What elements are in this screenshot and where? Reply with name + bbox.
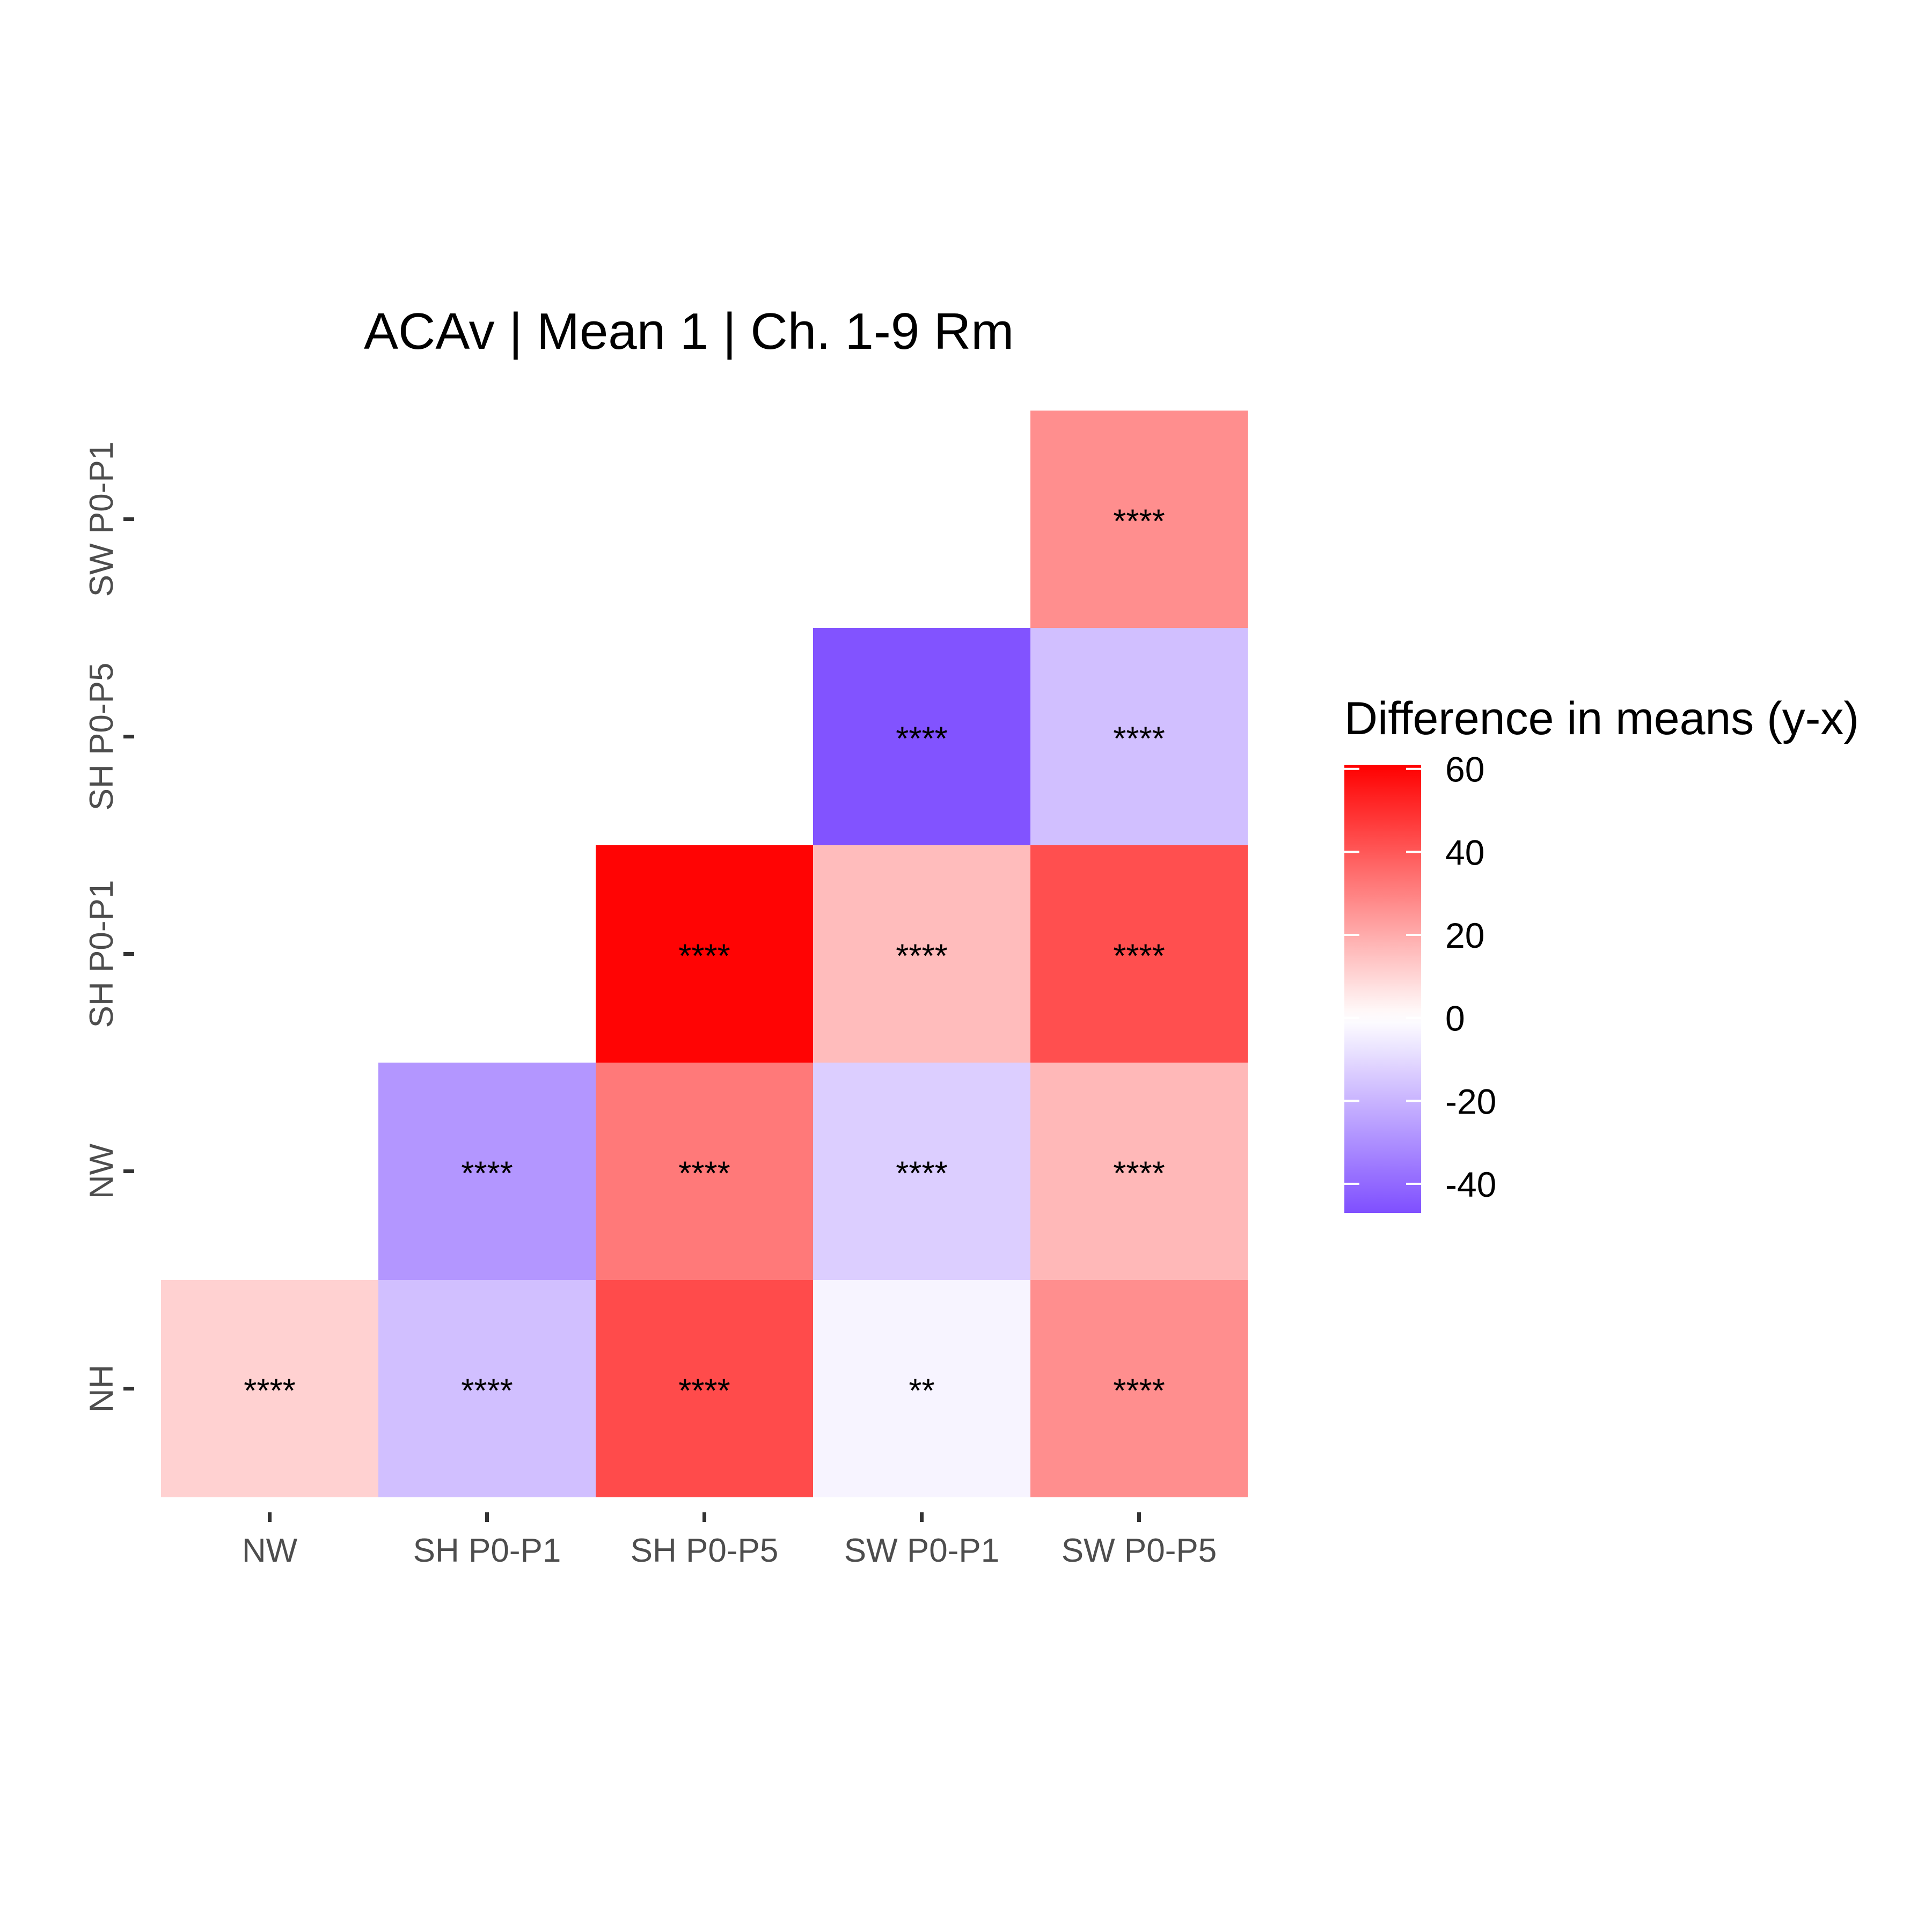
legend-tick-label: -40 [1445,1165,1496,1204]
heatmap-cell [378,1063,596,1280]
y-axis: NH NW SH P0-P1 SH P0-P5 SW P0-P1 [83,442,134,1413]
cell-significance-label: **** [461,1373,513,1410]
x-axis: NW SH P0-P1 SH P0-P5 SW P0-P1 SW P0-P5 [242,1512,1217,1569]
heatmap-cell [1030,845,1248,1063]
cell-significance-label: **** [678,938,730,975]
legend-colorbar [1344,765,1421,1213]
cell-significance-label: **** [1113,1155,1165,1192]
x-tick-label: SW P0-P5 [1062,1532,1217,1569]
cell-significance-label: **** [244,1373,296,1410]
heatmap-cell [1030,411,1248,628]
cell-significance-label: **** [1113,503,1165,540]
cell-significance-label: **** [678,1373,730,1410]
heatmap-cell [596,845,813,1063]
significance-labels: **** **** **** ** ******** **** **** ******** **… [244,503,1165,1410]
x-tick-label: SH P0-P5 [631,1532,779,1569]
cell-significance-label: **** [896,938,948,975]
heatmap-cell [813,1280,1030,1497]
y-tick-label: NH [83,1365,120,1413]
heatmap-cell [1030,1280,1248,1497]
cell-significance-label: ** [909,1373,934,1410]
x-tick-label: SH P0-P1 [413,1532,561,1569]
cell-significance-label: **** [896,1155,948,1192]
y-tick-label: SH P0-P1 [83,880,120,1028]
heatmap-cell [1030,1063,1248,1280]
heatmap-cell [596,1280,813,1497]
cell-significance-label: **** [678,1155,730,1192]
legend-tick-label: 0 [1445,999,1465,1038]
legend-title: Difference in means (y-x) [1344,693,1859,744]
heatmap-cell [1030,628,1248,845]
legend-tick-label: 60 [1445,750,1484,789]
chart-title: ACAv | Mean 1 | Ch. 1-9 Rm [364,303,1014,360]
y-tick-label: SH P0-P5 [83,663,120,811]
heatmap-cell [378,1280,596,1497]
x-tick-label: NW [242,1532,298,1569]
heatmap-cells [161,411,1248,1497]
y-tick-label: SW P0-P1 [83,442,120,597]
legend-tick-label: 40 [1445,832,1484,872]
heatmap-cell [813,628,1030,845]
legend-tick-label: 20 [1445,916,1484,955]
cell-significance-label: **** [1113,1373,1165,1410]
cell-significance-label: **** [1113,938,1165,975]
heatmap-cell [813,1063,1030,1280]
y-tick-label: NW [83,1143,120,1199]
legend-ticks: 60 40 20 0 -20 -40 [1344,750,1496,1204]
x-tick-label: SW P0-P1 [844,1532,999,1569]
color-legend: Difference in means (y-x) 60 40 20 0 -20 -40 [1344,693,1859,1213]
heatmap-cell [161,1280,378,1497]
cell-significance-label: **** [461,1155,513,1192]
cell-significance-label: **** [896,721,948,758]
heatmap-cell [596,1063,813,1280]
legend-tick-label: -20 [1445,1081,1496,1121]
cell-significance-label: **** [1113,721,1165,758]
heatmap-cell [813,845,1030,1063]
